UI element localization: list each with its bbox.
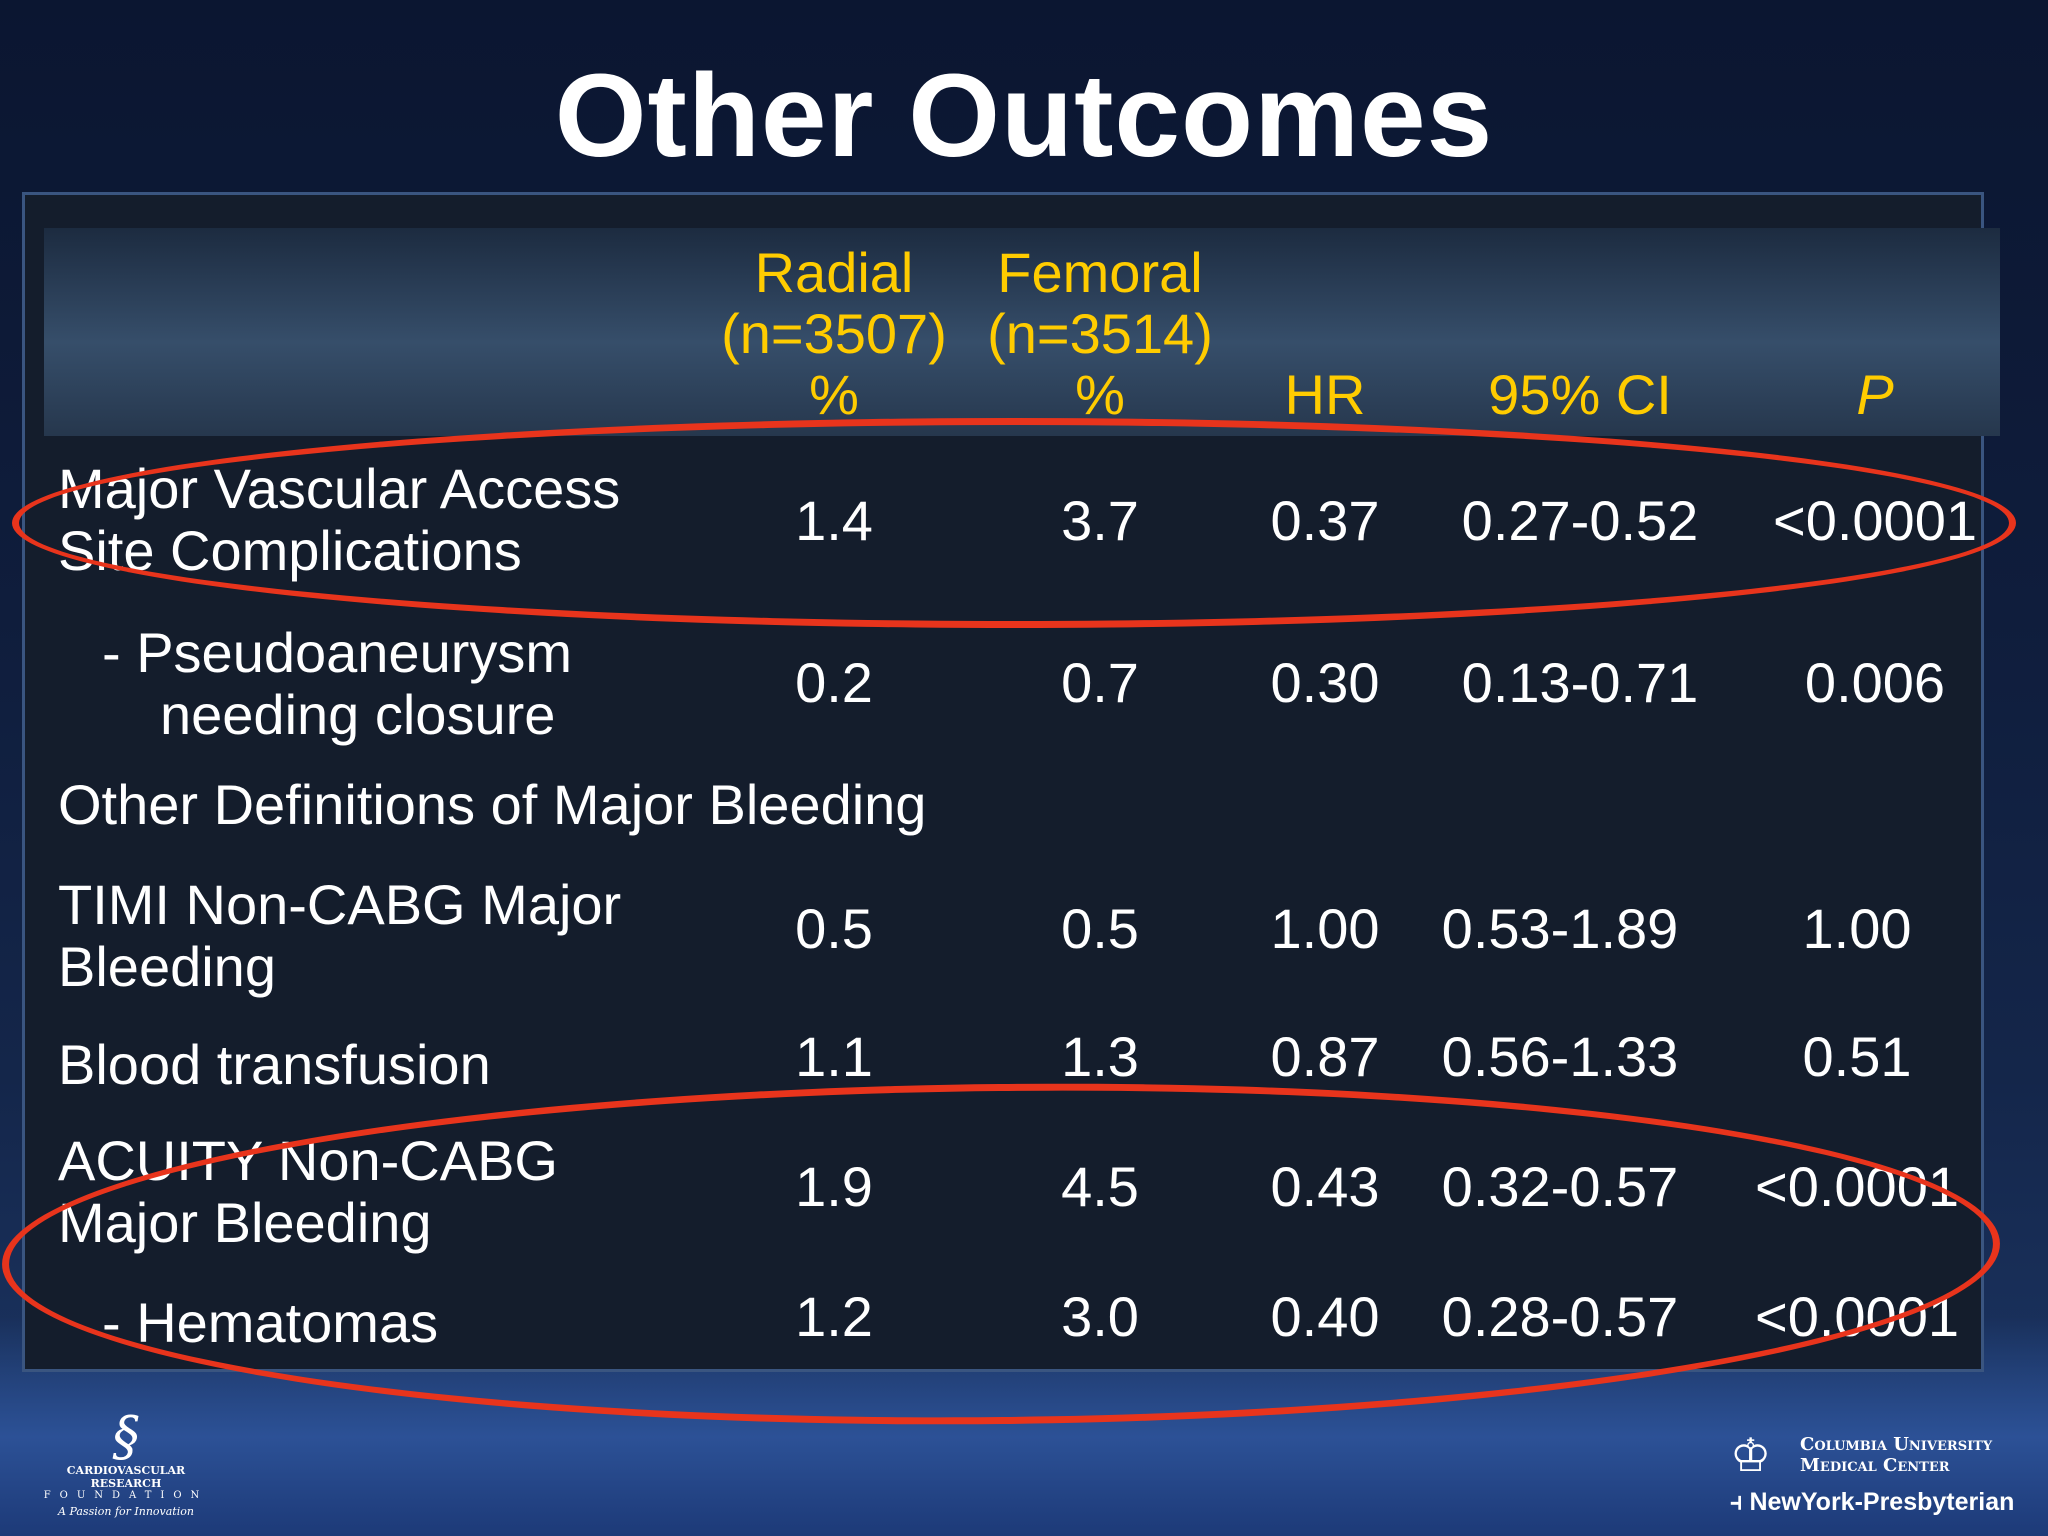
section-heading-other-definitions: Other Definitions of Major Bleeding xyxy=(58,773,927,836)
cell-femoral: 3.0 xyxy=(1061,1285,1139,1348)
row-label-hematomas: - Hematomas xyxy=(102,1291,439,1354)
crown-icon: ♔ xyxy=(1730,1429,1772,1481)
cell-femoral: 1.3 xyxy=(1061,1025,1139,1088)
nyp-logo: ⫞ NewYork-Presbyterian xyxy=(1730,1488,2015,1516)
cell-p: 0.006 xyxy=(1804,651,1946,714)
cell-ci: 0.53-1.89 xyxy=(1441,897,1679,960)
slide-title: Other Outcomes xyxy=(554,50,1494,182)
cell-p: 1.00 xyxy=(1802,897,1912,960)
table-header-band xyxy=(44,228,2000,436)
cell-hr: 0.40 xyxy=(1270,1285,1380,1348)
row-label-blood-transfusion: Blood transfusion xyxy=(58,1033,491,1096)
cell-femoral: 0.5 xyxy=(1061,897,1139,960)
row-label-pseudoaneurysm: - Pseudoaneurysm needing closure xyxy=(102,621,573,746)
header-p: P xyxy=(1856,363,1894,426)
cell-ci: 0.13-0.71 xyxy=(1461,651,1699,714)
header-hr: HR xyxy=(1284,363,1366,426)
cell-hr: 0.43 xyxy=(1270,1155,1380,1218)
cell-hr: 0.30 xyxy=(1270,651,1380,714)
cell-femoral: 0.7 xyxy=(1061,651,1139,714)
cell-p: <0.0001 xyxy=(1755,1285,1959,1348)
cell-hr: 1.00 xyxy=(1270,897,1380,960)
cell-hr: 0.87 xyxy=(1270,1025,1380,1088)
nyp-mark-icon: ⫞ xyxy=(1730,1488,1750,1516)
cell-femoral: 4.5 xyxy=(1061,1155,1139,1218)
cell-radial: 1.1 xyxy=(795,1025,873,1088)
cell-radial: 1.9 xyxy=(795,1155,873,1218)
cell-ci: 0.28-0.57 xyxy=(1441,1285,1679,1348)
cell-ci: 0.56-1.33 xyxy=(1441,1025,1679,1088)
cell-p: <0.0001 xyxy=(1755,1155,1959,1218)
header-femoral: Femoral (n=3514) % xyxy=(987,241,1213,426)
cell-radial: 0.2 xyxy=(795,651,873,714)
header-radial: Radial (n=3507) % xyxy=(721,241,947,426)
crf-swoosh-icon: § xyxy=(112,1405,140,1468)
row-label-acuity: ACUITY Non-CABG Major Bleeding xyxy=(58,1129,558,1254)
row-label-timi: TIMI Non-CABG Major Bleeding xyxy=(58,873,622,998)
cell-ci: 0.32-0.57 xyxy=(1441,1155,1679,1218)
cell-p: 0.51 xyxy=(1802,1025,1912,1088)
highlight-ellipse-top xyxy=(12,418,2016,628)
cell-radial: 0.5 xyxy=(795,897,873,960)
crf-logo: § CARDIOVASCULAR RESEARCH FOUNDATION A P… xyxy=(36,1405,216,1519)
cell-radial: 1.2 xyxy=(795,1285,873,1348)
header-ci: 95% CI xyxy=(1488,363,1672,426)
